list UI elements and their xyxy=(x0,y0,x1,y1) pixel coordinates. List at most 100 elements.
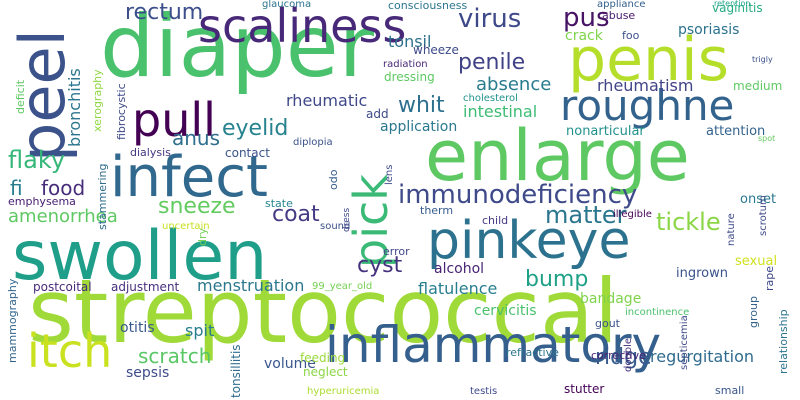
word: virus xyxy=(458,4,522,34)
word: vaginitis xyxy=(712,1,763,15)
word: spot xyxy=(758,134,776,143)
word: gout xyxy=(595,317,620,330)
word: food xyxy=(41,176,86,200)
word: child xyxy=(482,214,509,227)
word: infect xyxy=(110,145,268,210)
word: retention xyxy=(714,0,751,8)
word: streptococcal xyxy=(28,260,619,363)
word: rheumatism xyxy=(597,76,694,95)
word: pinkeye xyxy=(427,211,631,271)
word: roughne xyxy=(560,81,735,130)
word: ingrown xyxy=(676,266,728,281)
word: itch xyxy=(27,324,113,378)
word: scrotum xyxy=(758,195,769,236)
word: foo xyxy=(622,29,640,42)
word: septicemia xyxy=(679,315,690,370)
word: cervicitis xyxy=(474,303,537,319)
word: nonarticular xyxy=(566,124,645,139)
word: relationship xyxy=(777,309,790,374)
word: flatulence xyxy=(418,279,498,298)
word: uncertain xyxy=(162,221,210,232)
word: rectum xyxy=(125,0,204,25)
word: dressing xyxy=(384,70,435,84)
word: small xyxy=(715,384,745,397)
word: contact xyxy=(225,146,270,160)
word: consciousness xyxy=(388,0,468,12)
word: appliance xyxy=(597,0,646,10)
word: whit xyxy=(398,93,445,118)
word: dress xyxy=(342,207,352,232)
word: amenorrhea xyxy=(8,206,118,227)
word: anus xyxy=(172,126,221,150)
word: intestinal xyxy=(463,102,538,121)
word: pull xyxy=(132,93,216,147)
word: tonsil xyxy=(388,32,432,51)
word: testis xyxy=(470,386,498,397)
word: absence xyxy=(476,74,552,95)
word: bump xyxy=(525,267,589,292)
word: medium xyxy=(733,79,783,93)
word: sneeze xyxy=(158,194,236,219)
word: group xyxy=(747,296,760,328)
word: stammering xyxy=(96,163,109,230)
word: swollen xyxy=(12,217,268,296)
word: adjustment xyxy=(111,280,180,294)
word: penile xyxy=(458,50,526,75)
word: neglect xyxy=(303,365,348,379)
word: immunodeficiency xyxy=(398,180,638,210)
word: illegible xyxy=(613,209,652,220)
word: sexual xyxy=(735,254,778,269)
word: bronchitis xyxy=(65,68,84,147)
word: onset xyxy=(740,192,777,207)
word: rheumatic xyxy=(286,91,368,110)
word: hyperuricemia xyxy=(307,386,380,397)
word: wheeze xyxy=(413,43,459,57)
word: psoriasis xyxy=(678,22,740,38)
word: nature xyxy=(726,213,737,246)
word: state xyxy=(265,197,293,210)
word: dialysis xyxy=(130,146,171,159)
word: penis xyxy=(568,25,729,95)
word: add xyxy=(366,107,389,121)
word: flaky xyxy=(8,146,66,174)
word: ridge xyxy=(595,345,652,370)
word: odo xyxy=(327,169,340,190)
word: spit xyxy=(185,321,215,340)
word: inflammatory xyxy=(325,316,662,374)
word: trigly xyxy=(752,55,773,64)
word: crack xyxy=(565,28,603,44)
word: scratch xyxy=(138,344,212,368)
word: stutter xyxy=(564,382,605,396)
word: volume xyxy=(264,356,316,372)
word: xerography xyxy=(91,69,104,132)
word: otitis xyxy=(120,320,155,336)
word: application xyxy=(380,119,458,135)
word: coat xyxy=(272,202,320,227)
word: abuse xyxy=(602,9,636,22)
word: incontinence xyxy=(625,307,690,318)
word: 99_year_old xyxy=(312,281,373,292)
word: eyelid xyxy=(222,116,289,141)
word: radiation xyxy=(383,59,428,70)
word: mammography xyxy=(6,278,19,363)
word: attention xyxy=(706,124,766,139)
word: rape xyxy=(763,265,776,291)
word: cyst xyxy=(357,253,403,278)
word: sound xyxy=(320,221,351,232)
word: emphysema xyxy=(8,195,76,208)
word: therm xyxy=(420,204,454,217)
word: error xyxy=(383,245,410,258)
word: corrective xyxy=(591,349,646,362)
word: lens xyxy=(384,164,395,185)
word: regurgitation xyxy=(650,347,754,366)
word: fi xyxy=(10,176,23,200)
word: diaper xyxy=(100,0,375,97)
word: cholesterol xyxy=(463,93,518,104)
word: tonsillitis xyxy=(229,344,243,398)
word: feeding xyxy=(300,351,346,365)
word: refractive xyxy=(506,346,559,359)
word: menstruation xyxy=(197,276,305,295)
word: tickle xyxy=(656,208,721,236)
word: diplopia xyxy=(293,137,333,148)
